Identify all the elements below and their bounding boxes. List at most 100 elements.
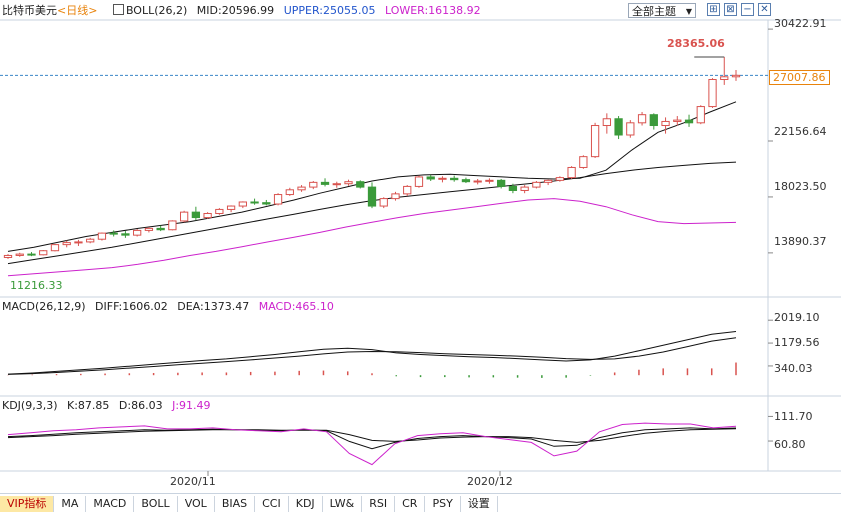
macd-dea-line	[7, 337, 737, 375]
tab-rsi[interactable]: RSI	[362, 496, 396, 512]
price-tick-label: 22156.64	[774, 125, 827, 138]
boll-toggle-icon[interactable]	[112, 4, 124, 15]
candle-body	[614, 118, 623, 136]
kdj-d-line	[7, 428, 737, 443]
theme-selector-label: 全部主题	[632, 5, 676, 18]
tab-bias[interactable]: BIAS	[215, 496, 256, 512]
price-tick-label: 13890.37	[774, 235, 827, 248]
boll-mid: MID:20596.99	[196, 4, 275, 17]
candle-body	[403, 185, 412, 195]
candle-body	[673, 119, 682, 122]
date-tick-label: 2020/12	[467, 475, 513, 488]
tab-vip[interactable]: VIP指标	[0, 496, 55, 512]
add-icon[interactable]: ⊞	[707, 3, 720, 16]
macd-diff: DIFF:1606.02	[95, 300, 168, 313]
candle-body	[649, 114, 658, 127]
kdj-k: K:87.85	[67, 399, 110, 412]
candle-body	[121, 233, 130, 236]
candle-body	[497, 179, 506, 187]
candle-body	[39, 250, 48, 256]
macd-tick-label: 340.03	[774, 362, 813, 375]
candle-body	[297, 186, 306, 191]
candle-body	[97, 232, 107, 240]
boll-lower-line	[7, 198, 737, 277]
tab-psy[interactable]: PSY	[425, 496, 461, 512]
candle-body	[179, 211, 189, 222]
candle-body	[367, 186, 377, 207]
macd-dea: DEA:1373.47	[177, 300, 250, 313]
candle-body	[285, 189, 294, 196]
kdj-j-line	[7, 422, 737, 466]
candle-body	[168, 220, 177, 231]
candle-body	[461, 179, 471, 183]
candle-body	[74, 241, 83, 244]
candle-body	[50, 244, 60, 252]
candle-body	[602, 118, 611, 127]
candle-body	[133, 229, 142, 236]
candle-body	[708, 78, 717, 108]
candle-body	[238, 201, 247, 207]
tab-lw[interactable]: LW&	[323, 496, 363, 512]
candle-body	[62, 242, 71, 246]
candle-body	[262, 202, 271, 205]
candle-body	[450, 177, 459, 181]
theme-selector[interactable]: 全部主题 ▼	[628, 3, 696, 18]
candle-body	[391, 193, 400, 200]
period-label[interactable]: <日线>	[57, 4, 98, 17]
tab-vol[interactable]: VOL	[178, 496, 215, 512]
candle-body	[426, 176, 435, 180]
candle-body	[590, 125, 600, 158]
candle-body	[661, 120, 670, 127]
price-header: 比特币美元<日线> BOLL(26,2) MID:20596.99 UPPER:…	[2, 4, 487, 18]
close-icon[interactable]: ✕	[758, 3, 771, 16]
candle-body	[684, 119, 694, 124]
price-tick-label: 18023.50	[774, 180, 827, 193]
candle-body	[344, 181, 353, 185]
tab-settings[interactable]: 设置	[461, 496, 498, 512]
kdj-j: J:91.49	[172, 399, 211, 412]
chevron-down-icon: ▼	[685, 7, 692, 16]
boll-params: BOLL(26,2)	[125, 4, 188, 17]
candle-body	[720, 76, 729, 80]
candle-body	[543, 179, 553, 183]
macd-value: MACD:465.10	[258, 300, 334, 313]
candle-body	[579, 156, 588, 168]
date-tick-label: 2020/11	[170, 475, 216, 488]
price-tick-label: 30422.91	[774, 17, 827, 30]
candle-body	[555, 177, 565, 181]
macd-diff-line	[7, 331, 737, 375]
crosshair-icon[interactable]: ⊠	[724, 3, 737, 16]
candle-body	[379, 198, 388, 207]
candle-body	[3, 254, 13, 258]
candle-body	[144, 227, 154, 231]
tab-boll[interactable]: BOLL	[134, 496, 178, 512]
boll-upper: UPPER:25055.05	[283, 4, 376, 17]
kdj-tick-label: 111.70	[774, 410, 813, 423]
candle-body	[15, 253, 24, 256]
candle-body	[27, 253, 36, 256]
candle-body	[309, 181, 318, 188]
kdj-d: D:86.03	[118, 399, 163, 412]
candle-body	[485, 179, 494, 182]
candle-body	[696, 106, 705, 124]
minus-icon[interactable]: −	[741, 3, 754, 16]
tab-ma[interactable]: MA	[54, 496, 87, 512]
low-price-label: 11216.33	[10, 279, 63, 292]
candle-body	[637, 114, 647, 124]
candle-body	[109, 232, 118, 235]
macd-tick-label: 1179.56	[774, 336, 820, 349]
candle-body	[731, 74, 741, 78]
macd-tick-label: 2019.10	[774, 311, 820, 324]
tab-cci[interactable]: CCI	[255, 496, 289, 512]
tab-cr[interactable]: CR	[395, 496, 426, 512]
kdj-tick-label: 60.80	[774, 438, 806, 451]
kdj-params: KDJ(9,3,3)	[2, 399, 58, 412]
candle-body	[567, 166, 576, 179]
kdj-k-line	[7, 427, 737, 450]
tab-kdj[interactable]: KDJ	[289, 496, 323, 512]
tab-macd[interactable]: MACD	[86, 496, 135, 512]
candle-body	[332, 183, 341, 186]
candle-body	[273, 194, 283, 205]
candle-body	[356, 181, 365, 188]
